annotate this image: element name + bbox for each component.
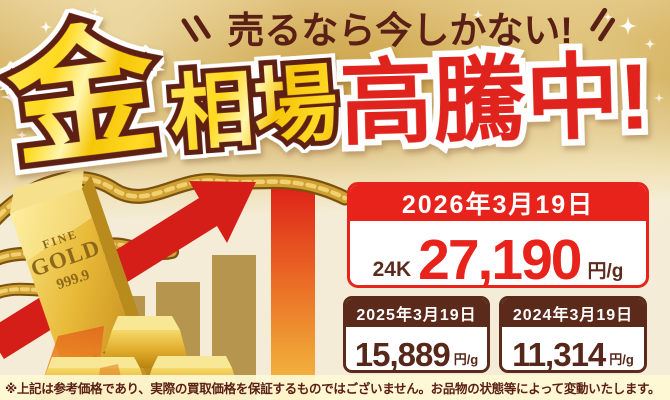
previous-year-price-value: 15,889	[354, 335, 451, 373]
current-price-date-header: 2026年3月19日	[350, 185, 646, 221]
two-years-ago-date-header: 2024年3月19日	[502, 299, 644, 327]
headline: 売るなら今しかない!	[227, 10, 573, 51]
title-souba-fill: 相場	[166, 55, 341, 162]
title-souba: 相場 相場 相場	[158, 47, 353, 170]
previous-year-price-panel: 2025年3月19日 15,889 円/g	[343, 296, 490, 373]
karat-label: 24K	[372, 258, 412, 281]
two-years-ago-price-value: 11,314	[512, 335, 606, 373]
disclaimer-text: ※上記は参考価格であり、実際の買取価格を保証するものではございません。お品物の状…	[0, 375, 670, 400]
previous-year-date-header: 2025年3月19日	[346, 299, 487, 327]
title-koutou-fill: 高騰中!	[338, 44, 652, 157]
current-price-value: 27,190	[418, 227, 582, 288]
previous-year-price-unit: 円/g	[453, 352, 479, 367]
title-gold-char-fill: 金	[0, 5, 166, 186]
current-price-unit: 円/g	[587, 261, 624, 282]
two-years-ago-price-panel: 2024年3月19日 11,314 円/g	[499, 296, 647, 373]
current-price-panel: 2026年3月19日 24K 27,190 円/g	[347, 182, 649, 288]
title-gold-char: 金 金 金	[0, 0, 178, 196]
two-years-ago-price-unit: 円/g	[609, 352, 634, 367]
title-koutou: 高騰中! 高騰中!	[332, 38, 670, 164]
